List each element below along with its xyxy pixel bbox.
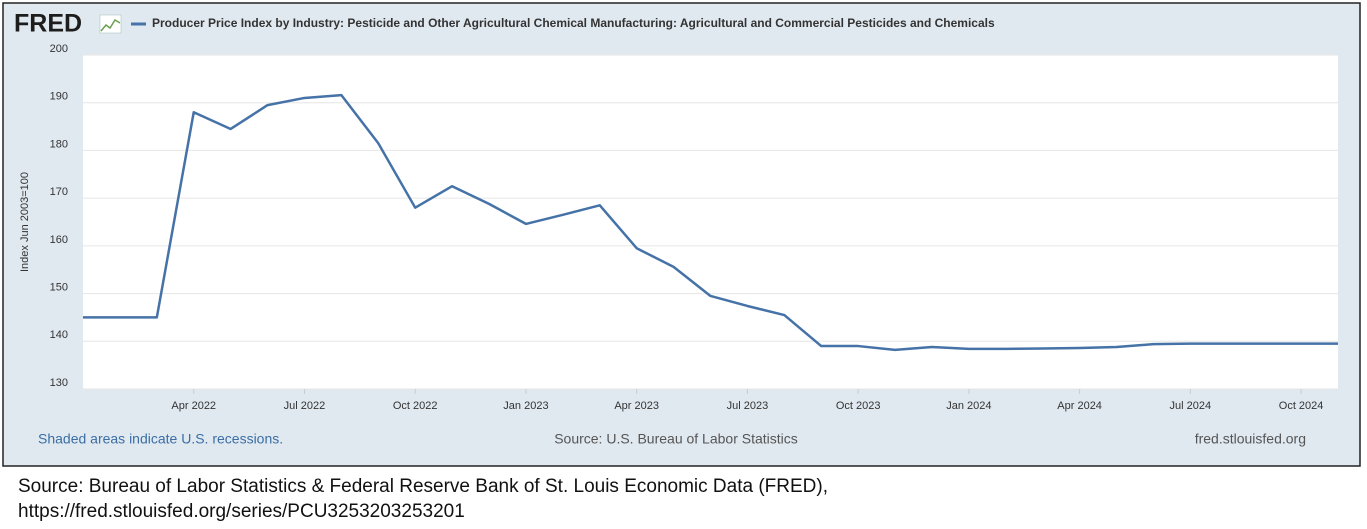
- data-line: [83, 93, 1338, 352]
- y-tick-label: 170: [50, 186, 68, 198]
- x-tick-label: Jan 2024: [946, 400, 991, 412]
- x-tick-label: Jul 2024: [1170, 400, 1212, 412]
- legend-label: Producer Price Index by Industry: Pestic…: [152, 16, 995, 30]
- plot-area: [83, 55, 1338, 389]
- y-tick-label: 150: [50, 281, 68, 293]
- caption-line: https://fred.stlouisfed.org/series/PCU32…: [18, 501, 465, 522]
- x-tick-label: Oct 2023: [836, 400, 881, 412]
- logo: FRED: [14, 10, 82, 38]
- y-tick-label: 130: [50, 377, 68, 389]
- x-tick-label: Oct 2024: [1279, 400, 1324, 412]
- y-tick-label: 140: [50, 329, 68, 341]
- source: Source: U.S. Bureau of Labor Statistics: [554, 431, 798, 447]
- site: fred.stlouisfed.org: [1195, 431, 1306, 447]
- caption-line: Source: Bureau of Labor Statistics & Fed…: [18, 476, 828, 497]
- y-tick-label: 160: [50, 234, 68, 246]
- x-tick-label: Apr 2023: [614, 400, 659, 412]
- y-tick-label: 200: [50, 43, 68, 55]
- x-tick-label: Jul 2023: [727, 400, 769, 412]
- footnote: Shaded areas indicate U.S. recessions.: [38, 431, 283, 447]
- y-tick-label: 190: [50, 91, 68, 103]
- x-tick-label: Oct 2022: [393, 400, 438, 412]
- x-tick-label: Apr 2022: [171, 400, 216, 412]
- x-tick-label: Jan 2023: [503, 400, 548, 412]
- logo-icon: [99, 14, 122, 34]
- x-tick-label: Apr 2024: [1057, 400, 1102, 412]
- x-tick-label: Jul 2022: [284, 400, 326, 412]
- y-tick-label: 180: [50, 138, 68, 150]
- y-axis-label: Index Jun 2003=100: [19, 172, 31, 272]
